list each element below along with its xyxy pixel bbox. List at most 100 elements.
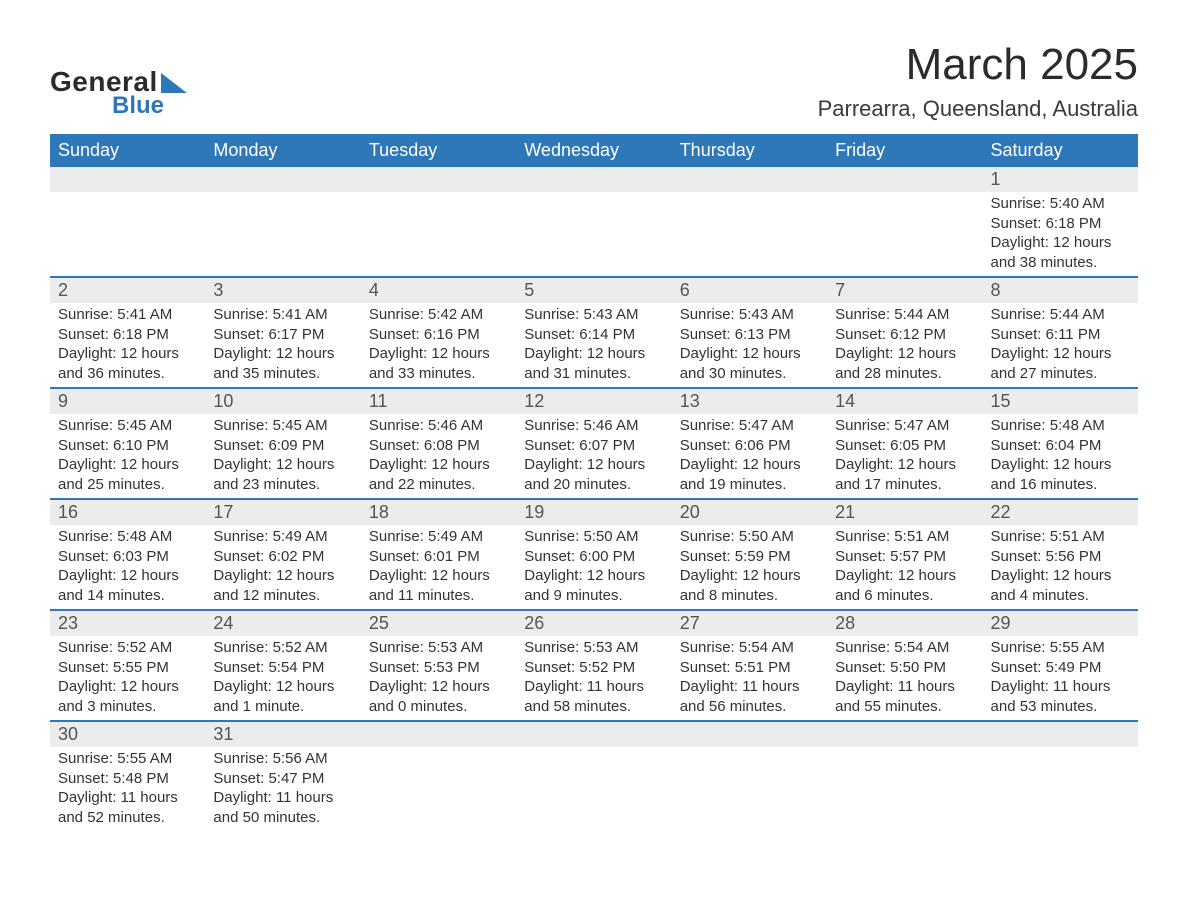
day-number (50, 167, 205, 191)
sunset-text: Sunset: 6:00 PM (524, 547, 663, 567)
day-details: Sunrise: 5:55 AMSunset: 5:49 PMDaylight:… (983, 636, 1138, 720)
calendar-cell-number (983, 721, 1138, 747)
day-details: Sunrise: 5:53 AMSunset: 5:52 PMDaylight:… (516, 636, 671, 720)
daylight-text: Daylight: 12 hours and 0 minutes. (369, 677, 508, 716)
sunset-text: Sunset: 5:59 PM (680, 547, 819, 567)
day-details (983, 747, 1138, 825)
daylight-text: Daylight: 12 hours and 30 minutes. (680, 344, 819, 383)
sunset-text: Sunset: 6:17 PM (213, 325, 352, 345)
calendar-cell-number: 24 (205, 610, 360, 636)
sunrise-text: Sunrise: 5:46 AM (369, 416, 508, 436)
location-subtitle: Parrearra, Queensland, Australia (818, 96, 1138, 122)
day-header: Tuesday (361, 134, 516, 167)
calendar-cell-number: 28 (827, 610, 982, 636)
sunrise-text: Sunrise: 5:44 AM (835, 305, 974, 325)
calendar-cell-number: 14 (827, 388, 982, 414)
calendar-cell-number: 11 (361, 388, 516, 414)
day-details: Sunrise: 5:55 AMSunset: 5:48 PMDaylight:… (50, 747, 205, 831)
sunset-text: Sunset: 6:02 PM (213, 547, 352, 567)
day-number (361, 167, 516, 191)
daylight-text: Daylight: 12 hours and 31 minutes. (524, 344, 663, 383)
day-header: Monday (205, 134, 360, 167)
calendar-cell-number (827, 721, 982, 747)
calendar-cell-data: Sunrise: 5:43 AMSunset: 6:13 PMDaylight:… (672, 303, 827, 388)
calendar-cell-data: Sunrise: 5:46 AMSunset: 6:08 PMDaylight:… (361, 414, 516, 499)
calendar-cell-number: 18 (361, 499, 516, 525)
day-number: 22 (983, 500, 1138, 525)
sunset-text: Sunset: 5:51 PM (680, 658, 819, 678)
day-number: 14 (827, 389, 982, 414)
calendar-cell-data: Sunrise: 5:53 AMSunset: 5:52 PMDaylight:… (516, 636, 671, 721)
calendar-cell-number: 19 (516, 499, 671, 525)
calendar-cell-data: Sunrise: 5:43 AMSunset: 6:14 PMDaylight:… (516, 303, 671, 388)
calendar-cell-number: 23 (50, 610, 205, 636)
day-header: Friday (827, 134, 982, 167)
calendar-cell-number: 15 (983, 388, 1138, 414)
calendar-cell-data (516, 747, 671, 831)
sunset-text: Sunset: 5:56 PM (991, 547, 1130, 567)
calendar-cell-number (50, 167, 205, 192)
sunset-text: Sunset: 6:11 PM (991, 325, 1130, 345)
sunrise-text: Sunrise: 5:47 AM (680, 416, 819, 436)
calendar-cell-data: Sunrise: 5:56 AMSunset: 5:47 PMDaylight:… (205, 747, 360, 831)
calendar-cell-number: 21 (827, 499, 982, 525)
calendar-cell-data (361, 747, 516, 831)
calendar-cell-data: Sunrise: 5:41 AMSunset: 6:17 PMDaylight:… (205, 303, 360, 388)
day-number: 1 (983, 167, 1138, 192)
sunset-text: Sunset: 6:14 PM (524, 325, 663, 345)
sunrise-text: Sunrise: 5:41 AM (58, 305, 197, 325)
sunset-text: Sunset: 6:08 PM (369, 436, 508, 456)
calendar-cell-number (516, 167, 671, 192)
sunrise-text: Sunrise: 5:51 AM (835, 527, 974, 547)
sunset-text: Sunset: 6:09 PM (213, 436, 352, 456)
calendar-cell-data: Sunrise: 5:48 AMSunset: 6:04 PMDaylight:… (983, 414, 1138, 499)
day-details: Sunrise: 5:48 AMSunset: 6:04 PMDaylight:… (983, 414, 1138, 498)
calendar-cell-number: 6 (672, 277, 827, 303)
calendar-cell-number (827, 167, 982, 192)
calendar-cell-number: 27 (672, 610, 827, 636)
calendar-cell-data: Sunrise: 5:47 AMSunset: 6:06 PMDaylight:… (672, 414, 827, 499)
calendar-cell-number: 31 (205, 721, 360, 747)
sunrise-text: Sunrise: 5:51 AM (991, 527, 1130, 547)
day-data-row: Sunrise: 5:52 AMSunset: 5:55 PMDaylight:… (50, 636, 1138, 721)
sunrise-text: Sunrise: 5:47 AM (835, 416, 974, 436)
daylight-text: Daylight: 11 hours and 52 minutes. (58, 788, 197, 827)
day-data-row: Sunrise: 5:45 AMSunset: 6:10 PMDaylight:… (50, 414, 1138, 499)
day-number: 25 (361, 611, 516, 636)
sunrise-text: Sunrise: 5:54 AM (835, 638, 974, 658)
day-number: 30 (50, 722, 205, 747)
day-number: 17 (205, 500, 360, 525)
day-number-row: 9101112131415 (50, 388, 1138, 414)
sunset-text: Sunset: 5:55 PM (58, 658, 197, 678)
day-number: 7 (827, 278, 982, 303)
calendar-cell-data: Sunrise: 5:42 AMSunset: 6:16 PMDaylight:… (361, 303, 516, 388)
day-number-row: 3031 (50, 721, 1138, 747)
day-details: Sunrise: 5:54 AMSunset: 5:51 PMDaylight:… (672, 636, 827, 720)
day-number (672, 722, 827, 746)
calendar-cell-data: Sunrise: 5:55 AMSunset: 5:49 PMDaylight:… (983, 636, 1138, 721)
day-details: Sunrise: 5:52 AMSunset: 5:54 PMDaylight:… (205, 636, 360, 720)
day-data-row: Sunrise: 5:48 AMSunset: 6:03 PMDaylight:… (50, 525, 1138, 610)
daylight-text: Daylight: 12 hours and 35 minutes. (213, 344, 352, 383)
day-number: 4 (361, 278, 516, 303)
calendar-cell-data: Sunrise: 5:49 AMSunset: 6:01 PMDaylight:… (361, 525, 516, 610)
calendar-cell-number: 2 (50, 277, 205, 303)
calendar-cell-data: Sunrise: 5:45 AMSunset: 6:10 PMDaylight:… (50, 414, 205, 499)
calendar-cell-number (205, 167, 360, 192)
daylight-text: Daylight: 11 hours and 50 minutes. (213, 788, 352, 827)
day-details: Sunrise: 5:54 AMSunset: 5:50 PMDaylight:… (827, 636, 982, 720)
logo-text-blue: Blue (112, 92, 164, 120)
calendar-cell-number (361, 167, 516, 192)
day-details: Sunrise: 5:45 AMSunset: 6:09 PMDaylight:… (205, 414, 360, 498)
sunrise-text: Sunrise: 5:43 AM (524, 305, 663, 325)
calendar-cell-number: 7 (827, 277, 982, 303)
day-details: Sunrise: 5:49 AMSunset: 6:01 PMDaylight:… (361, 525, 516, 609)
day-header: Wednesday (516, 134, 671, 167)
calendar-cell-number: 13 (672, 388, 827, 414)
day-number: 9 (50, 389, 205, 414)
sunset-text: Sunset: 6:18 PM (991, 214, 1130, 234)
calendar-cell-number: 12 (516, 388, 671, 414)
sunset-text: Sunset: 6:16 PM (369, 325, 508, 345)
sunset-text: Sunset: 6:12 PM (835, 325, 974, 345)
day-details: Sunrise: 5:45 AMSunset: 6:10 PMDaylight:… (50, 414, 205, 498)
